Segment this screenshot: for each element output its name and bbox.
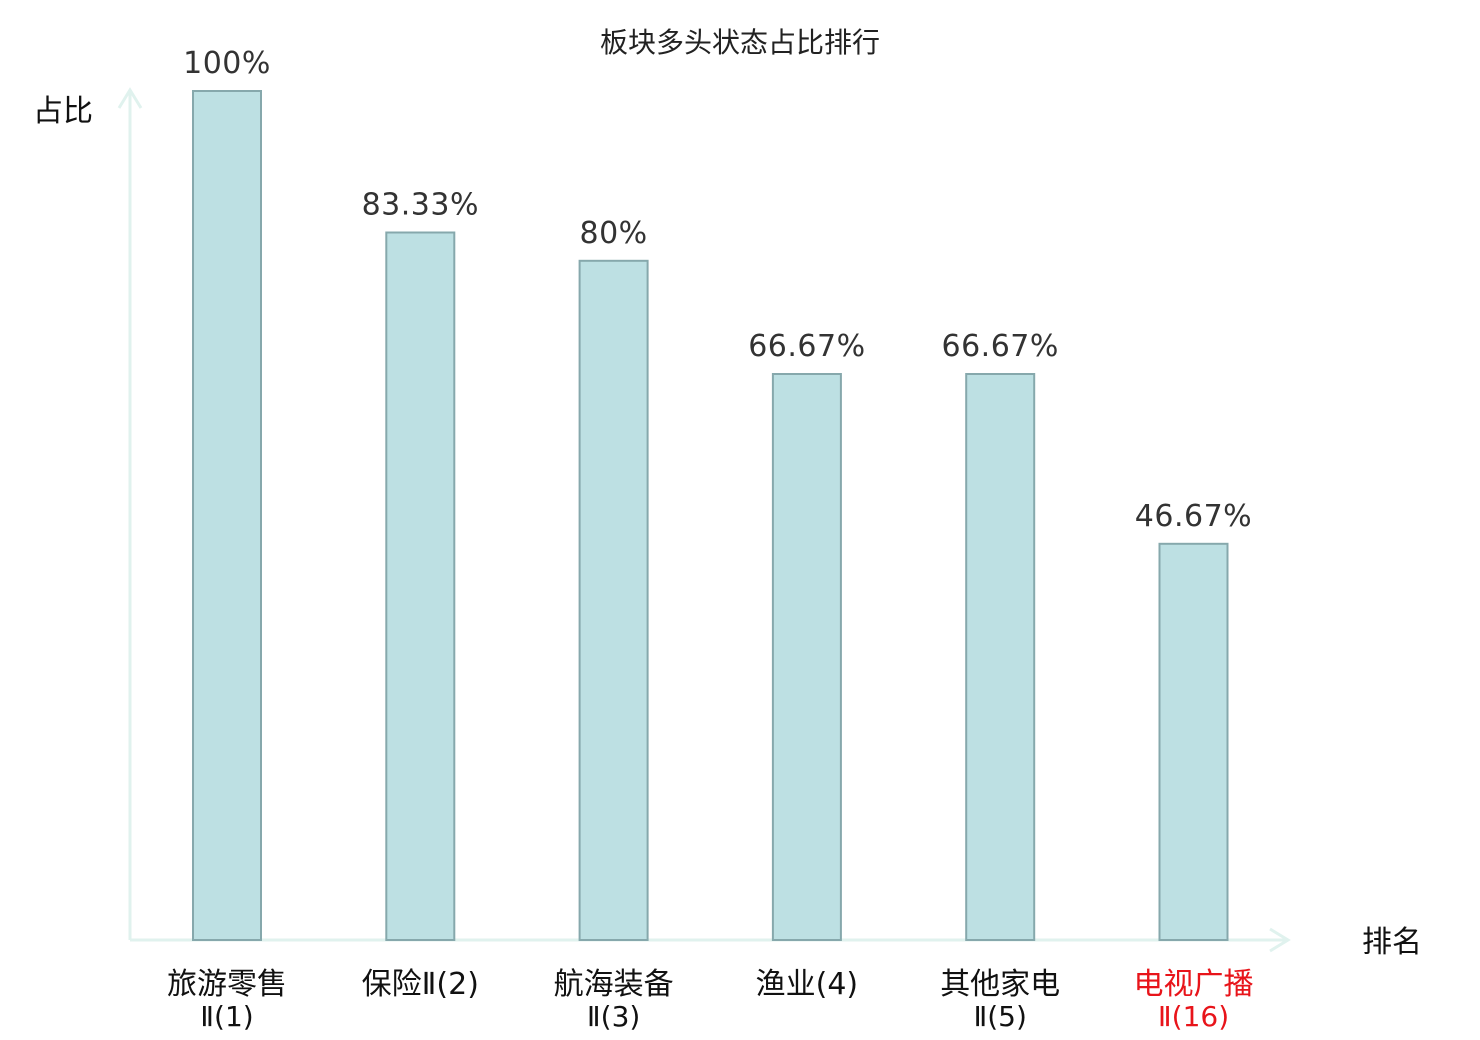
value-label-4: 66.67%: [748, 329, 865, 364]
bar-5: [965, 373, 1036, 941]
category-label-3: 航海装备: [554, 967, 674, 1002]
bar-4: [771, 373, 842, 941]
bar-1: [192, 90, 262, 941]
bars-group: [192, 90, 1229, 941]
value-label-3: 80%: [580, 216, 648, 251]
bar-3: [578, 259, 649, 941]
x-axis-label: 排名: [1362, 925, 1422, 960]
x-axis-arrow: [1269, 927, 1291, 953]
category-label-2: 保险Ⅱ(2): [362, 967, 479, 1002]
bar-6: [1158, 542, 1229, 941]
category-label-5: 其他家电: [940, 967, 1060, 1002]
category-label-4: 渔业(4): [756, 967, 859, 1002]
category-label-1: 旅游零售: [167, 967, 287, 1002]
category-rank-label-5: Ⅱ(5): [973, 1000, 1026, 1033]
category-rank-label-3: Ⅱ(3): [587, 1000, 640, 1033]
value-labels-group: 100% 83.33% 80% 66.67% 66.67% 46.67%: [183, 46, 1252, 534]
chart-title: 板块多头状态占比排行: [600, 26, 880, 59]
y-axis-label: 占比: [33, 94, 93, 129]
category-rank-label-6: Ⅱ(16): [1158, 1000, 1229, 1033]
value-label-2: 83.33%: [362, 188, 479, 223]
value-label-6: 46.67%: [1135, 499, 1252, 534]
value-label-1: 100%: [183, 46, 271, 81]
category-label-6: 电视广播: [1134, 967, 1254, 1002]
value-label-5: 66.67%: [942, 329, 1059, 364]
category-rank-label-1: Ⅱ(1): [200, 1000, 253, 1033]
y-axis-arrow: [117, 87, 143, 109]
bar-2: [385, 231, 456, 941]
